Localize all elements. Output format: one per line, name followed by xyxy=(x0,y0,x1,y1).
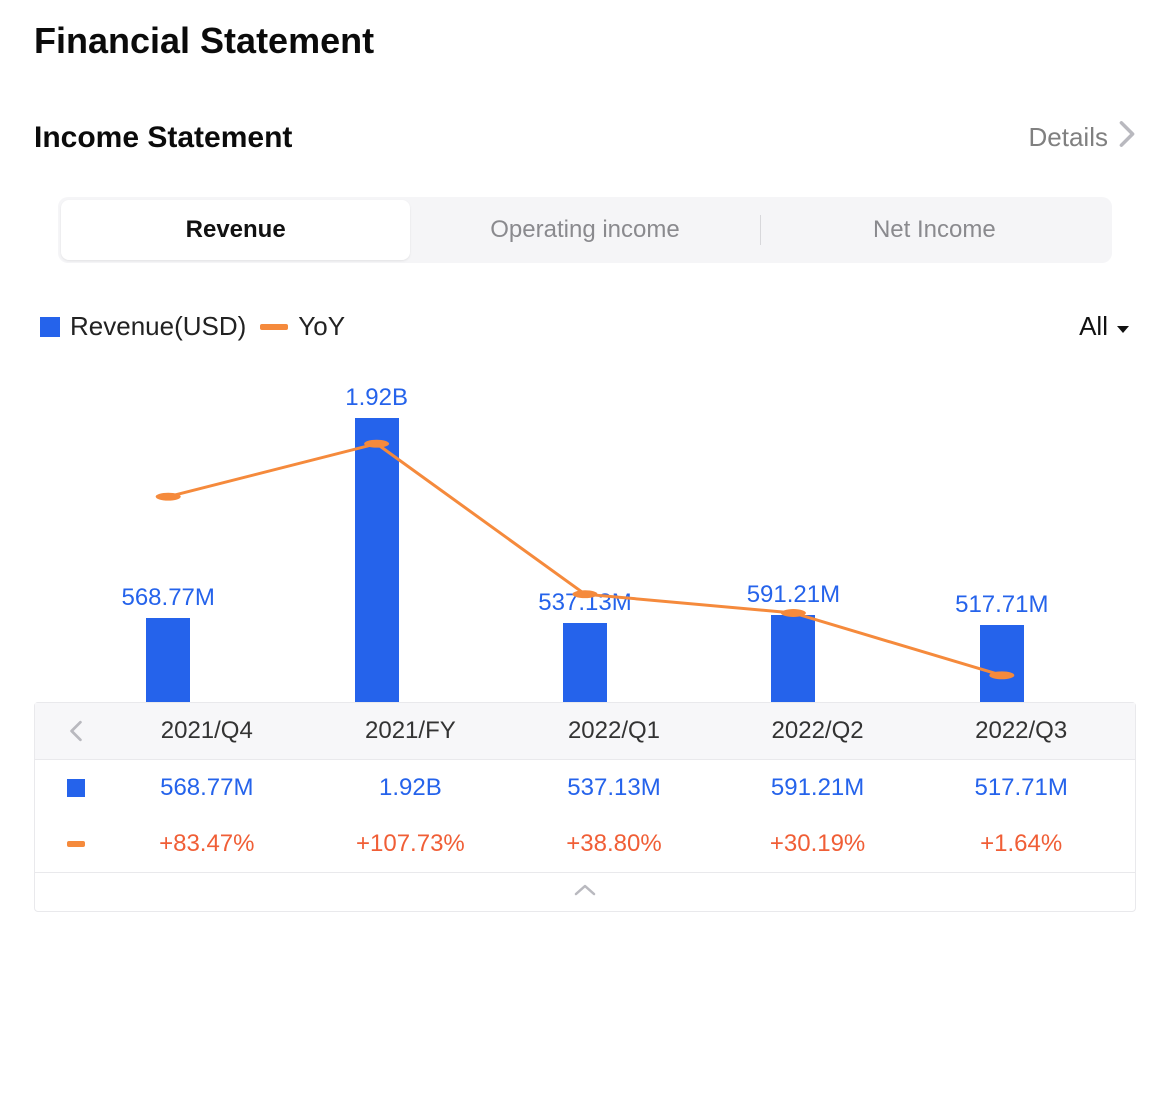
table-header-cell: 2021/Q4 xyxy=(105,717,309,745)
chart-line-marker xyxy=(364,440,389,448)
table-yoy-row: +83.47% +107.73% +38.80% +30.19% +1.64% xyxy=(35,816,1135,872)
details-link[interactable]: Details xyxy=(1029,120,1136,155)
chart-line-marker xyxy=(989,671,1014,679)
page-title: Financial Statement xyxy=(34,20,1136,62)
section-title: Income Statement xyxy=(34,121,292,155)
legend-yoy-label: YoY xyxy=(298,311,345,342)
chart: 568.77M1.92B537.13M591.21M517.71M xyxy=(34,372,1136,702)
filter-label: All xyxy=(1079,311,1108,342)
table-cell: +1.64% xyxy=(919,830,1123,858)
chevron-right-icon xyxy=(1118,120,1136,155)
yoy-row-icon xyxy=(67,841,85,847)
table-cell: +30.19% xyxy=(716,830,920,858)
tab-revenue[interactable]: Revenue xyxy=(61,200,410,260)
filter-dropdown[interactable]: All xyxy=(1079,311,1130,342)
chart-line-marker xyxy=(781,609,806,617)
legend-revenue-label: Revenue(USD) xyxy=(70,311,246,342)
scroll-left-button[interactable] xyxy=(47,720,105,742)
chart-line xyxy=(64,372,1106,702)
table-cell: 568.77M xyxy=(105,774,309,802)
table-cell: 591.21M xyxy=(716,774,920,802)
chart-line-marker xyxy=(572,590,597,598)
table-header-cell: 2022/Q2 xyxy=(716,717,920,745)
revenue-row-icon xyxy=(67,779,85,797)
tab-operating-income[interactable]: Operating income xyxy=(410,200,759,260)
details-label: Details xyxy=(1029,122,1108,153)
section-header: Income Statement Details xyxy=(34,120,1136,155)
data-table: 2021/Q4 2021/FY 2022/Q1 2022/Q2 2022/Q3 … xyxy=(34,702,1136,912)
tab-net-income[interactable]: Net Income xyxy=(760,200,1109,260)
collapse-button[interactable] xyxy=(35,872,1135,911)
caret-down-icon xyxy=(1116,311,1130,342)
legend-revenue: Revenue(USD) xyxy=(40,311,246,342)
legend-bar-swatch xyxy=(40,317,60,337)
legend-yoy: YoY xyxy=(260,311,345,342)
tabs: Revenue Operating income Net Income xyxy=(58,197,1112,263)
chart-line-marker xyxy=(156,493,181,501)
table-cell: 1.92B xyxy=(309,774,513,802)
table-revenue-row: 568.77M 1.92B 537.13M 591.21M 517.71M xyxy=(35,760,1135,816)
table-cell: 517.71M xyxy=(919,774,1123,802)
table-cell: +83.47% xyxy=(105,830,309,858)
table-header-cell: 2022/Q3 xyxy=(919,717,1123,745)
table-cell: +107.73% xyxy=(309,830,513,858)
table-header-cell: 2021/FY xyxy=(309,717,513,745)
table-cell: 537.13M xyxy=(512,774,716,802)
legend-line-swatch xyxy=(260,324,288,330)
legend-row: Revenue(USD) YoY All xyxy=(34,311,1136,342)
table-cell: +38.80% xyxy=(512,830,716,858)
table-header-cell: 2022/Q1 xyxy=(512,717,716,745)
table-header-row: 2021/Q4 2021/FY 2022/Q1 2022/Q2 2022/Q3 xyxy=(35,703,1135,760)
